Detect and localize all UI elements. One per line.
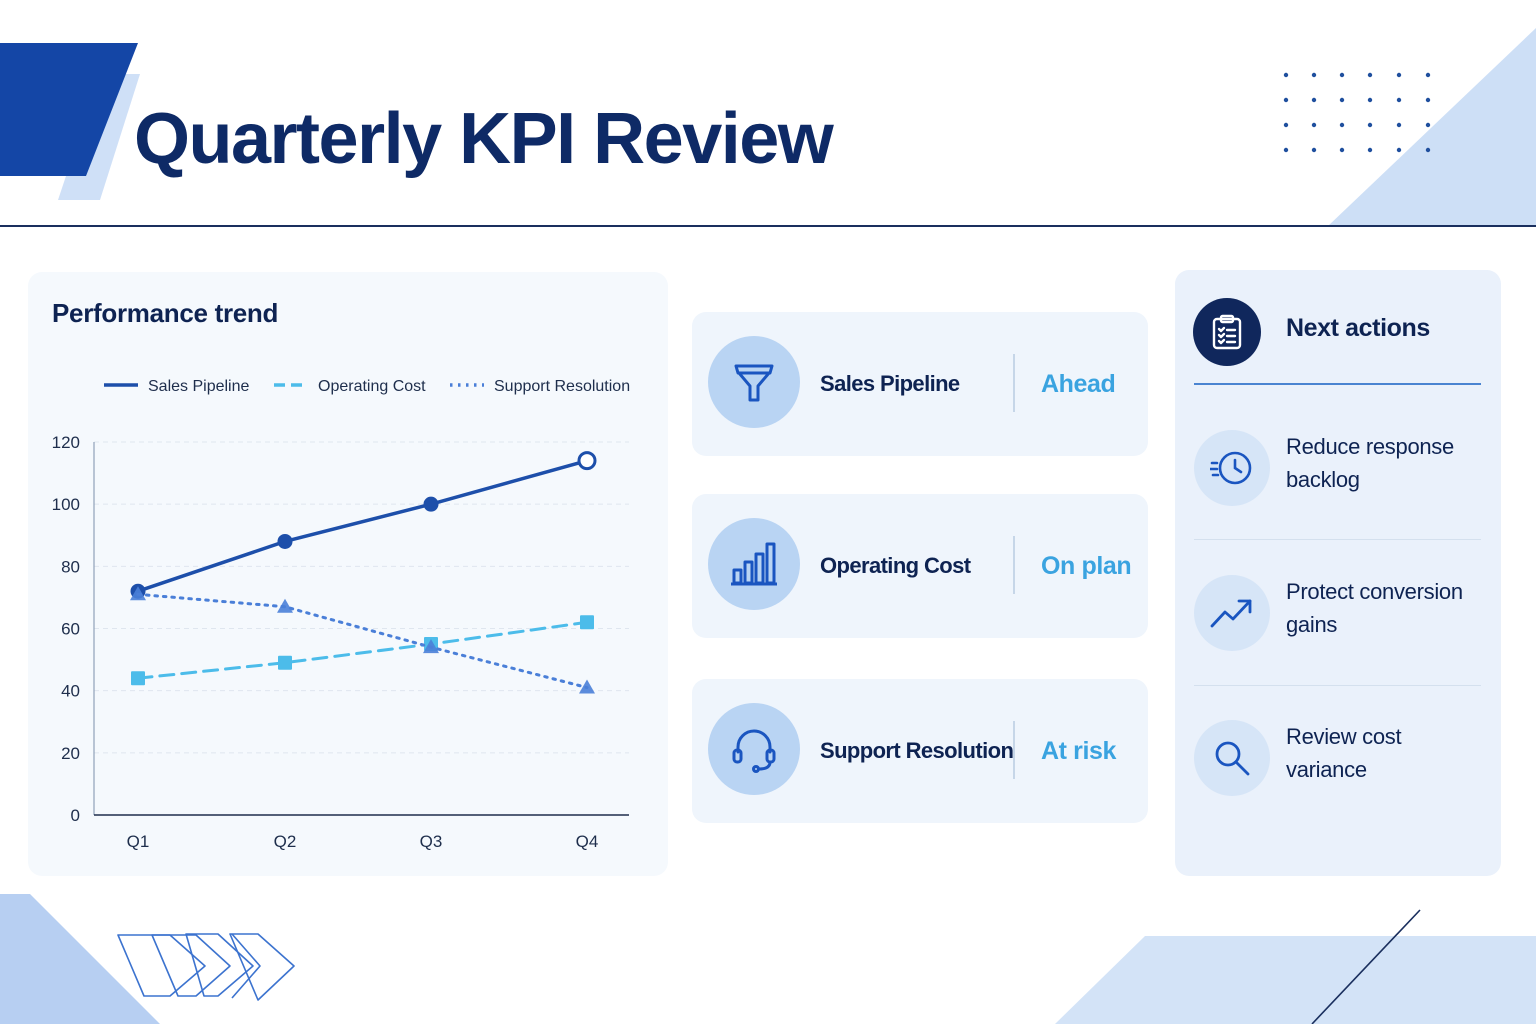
- chart-panel: Performance trend 0 20 40 60 80 100 120 Q1 Q2 Q3 Q…: [28, 272, 668, 876]
- footer-diagonal-line: [1311, 909, 1421, 1024]
- y-tick-label: 0: [71, 806, 80, 825]
- next-actions-panel: Next actions Reduce response backlog Pro…: [1175, 270, 1501, 876]
- header-corner-triangle: [1328, 28, 1536, 226]
- y-tick-label: 80: [61, 557, 80, 576]
- headset-icon: [708, 703, 800, 795]
- x-tick-label: Q2: [274, 832, 297, 851]
- header-accent-block: [0, 43, 138, 176]
- chevron-arrows: [117, 933, 295, 1001]
- page-title: Quarterly KPI Review: [134, 99, 834, 179]
- kpi-card-sales-pipeline: Sales Pipeline Ahead: [692, 312, 1148, 456]
- clock-icon: [1194, 430, 1270, 506]
- funnel-icon: [708, 336, 800, 428]
- y-tick-label: 100: [52, 495, 80, 514]
- data-point: [423, 639, 439, 654]
- x-tick-label: Q4: [576, 832, 599, 851]
- chart-title: Performance trend: [52, 298, 279, 328]
- y-tick-label: 120: [52, 433, 80, 452]
- data-point: [131, 671, 145, 686]
- data-point: [278, 655, 292, 670]
- x-tick-label: Q1: [127, 832, 150, 851]
- footer-decoration: [0, 894, 1536, 1024]
- legend-label: Sales Pipeline: [148, 378, 250, 395]
- series-line: [136, 620, 589, 680]
- trend-up-icon: [1194, 575, 1270, 651]
- kpi-label: Operating Cost: [820, 553, 971, 578]
- data-point: [130, 586, 146, 601]
- legend-label: Support Resolution: [494, 378, 630, 395]
- series-line: [136, 458, 589, 593]
- footer-left-triangle: [0, 894, 160, 1024]
- action-text: Review cost variance: [1286, 724, 1402, 782]
- header-divider: [0, 225, 1536, 227]
- data-point: [579, 679, 595, 694]
- series-line: [136, 592, 589, 690]
- kpi-label: Support Resolution: [820, 738, 1014, 763]
- action-separator: [1194, 685, 1481, 686]
- kpi-status: On plan: [1041, 551, 1132, 580]
- action-item-protect-gains: Protect conversion gains: [1194, 560, 1481, 670]
- action-item-reduce-backlog: Reduce response backlog: [1194, 415, 1481, 525]
- legend-label: Operating Cost: [318, 378, 426, 395]
- x-tick-label: Q3: [420, 832, 443, 851]
- action-text: Protect conversion gains: [1286, 579, 1463, 637]
- line-chart: 0 20 40 60 80 100 120 Q1 Q2 Q3 Q4 Sales Pipeline Ope…: [52, 378, 630, 851]
- magnifier-icon: [1194, 720, 1270, 796]
- kpi-card-operating-cost: Operating Cost On plan: [692, 494, 1148, 638]
- footer-right-shape: [1055, 936, 1536, 1024]
- action-separator: [1194, 539, 1481, 540]
- y-tick-label: 60: [61, 620, 80, 639]
- data-point: [423, 496, 439, 512]
- kpi-card-support-resolution: Support Resolution At risk: [692, 679, 1148, 823]
- kpi-label: Sales Pipeline: [820, 371, 960, 396]
- kpi-divider: [1013, 354, 1015, 412]
- kpi-status: At risk: [1041, 736, 1117, 765]
- clipboard-icon: [1193, 298, 1261, 366]
- kpi-divider: [1013, 536, 1015, 594]
- bar-chart-icon: [708, 518, 800, 610]
- next-actions-title: Next actions: [1286, 314, 1430, 342]
- data-point: [580, 615, 594, 630]
- data-point: [577, 451, 597, 471]
- next-actions-divider: [1194, 383, 1481, 385]
- action-item-review-variance: Review cost variance: [1194, 705, 1481, 815]
- dot-grid: [1283, 72, 1431, 153]
- y-tick-label: 20: [61, 744, 80, 763]
- action-text: Reduce response backlog: [1286, 434, 1454, 492]
- kpi-status: Ahead: [1041, 369, 1116, 398]
- y-tick-label: 40: [61, 682, 80, 701]
- header-decoration: [0, 28, 1536, 226]
- data-point: [277, 533, 293, 549]
- kpi-divider: [1013, 721, 1015, 779]
- data-point: [277, 598, 293, 613]
